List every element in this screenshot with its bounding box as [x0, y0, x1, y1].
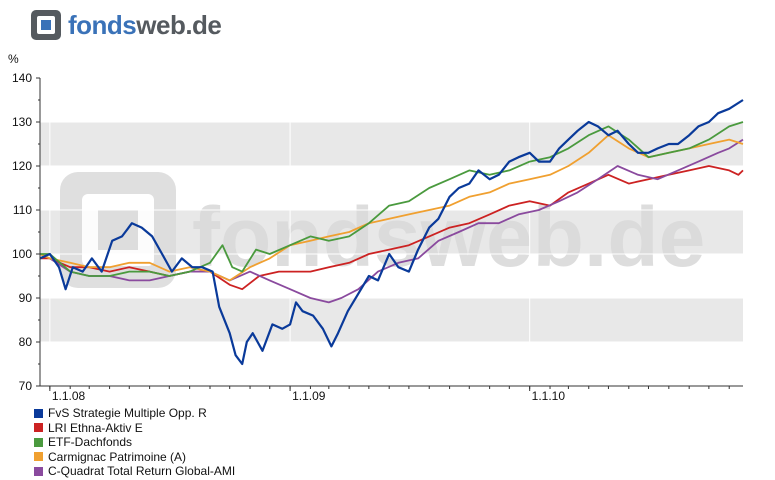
legend-label: C-Quadrat Total Return Global-AMI: [48, 464, 236, 478]
legend-item: C-Quadrat Total Return Global-AMI: [34, 464, 235, 479]
legend-item: ETF-Dachfonds: [34, 435, 235, 450]
y-tick-label: 130: [12, 115, 32, 129]
y-tick-label: 110: [13, 203, 32, 217]
y-tick-label: 140: [12, 71, 32, 85]
axes: 70 80 90 100 110 120 130 140 1.1.08 1.1.09 1.1.10: [12, 71, 743, 400]
logo-text: fondsweb.de: [68, 9, 222, 41]
legend-label: LRI Ethna-Aktiv E: [48, 420, 143, 435]
fondsweb-logo-icon: [31, 10, 61, 40]
legend-item: LRI Ethna-Aktiv E: [34, 421, 235, 436]
legend-label: Carmignac Patrimoine (A): [48, 449, 187, 464]
legend-label: FvS Strategie Multiple Opp. R: [48, 406, 207, 420]
legend-swatch: [34, 466, 43, 476]
y-tick-label: 80: [19, 335, 33, 349]
background-band: [40, 298, 743, 342]
y-axis-unit-label: %: [8, 52, 19, 66]
legend-swatch: [34, 437, 43, 447]
series-line: [39, 99, 744, 366]
legend-item: Carmignac Patrimoine (A): [34, 450, 235, 465]
x-tick-label: 1.1.09: [292, 389, 326, 400]
background-band: [40, 122, 743, 166]
y-tick-label: 100: [12, 247, 32, 261]
legend: FvS Strategie Multiple Opp. R LRI Ethna-A…: [34, 406, 235, 479]
legend-swatch: [34, 452, 43, 462]
series-lines: [39, 99, 744, 366]
logo-text-part1: fonds: [68, 10, 137, 40]
series-line: [39, 134, 744, 282]
y-tick-label: 90: [19, 291, 33, 305]
legend-item: FvS Strategie Multiple Opp. R: [34, 406, 235, 421]
x-tick-label: 1.1.10: [532, 389, 566, 400]
legend-label: ETF-Dachfonds: [48, 435, 133, 449]
x-tick-label: 1.1.08: [52, 389, 86, 400]
series-line: [39, 138, 744, 304]
y-tick-label: 70: [19, 379, 33, 393]
y-tick-label: 120: [12, 159, 32, 173]
logo-text-part2: web.de: [136, 10, 222, 40]
legend-swatch: [34, 408, 43, 418]
legend-swatch: [34, 423, 43, 433]
fondsweb-logo: fondsweb.de: [30, 8, 222, 42]
